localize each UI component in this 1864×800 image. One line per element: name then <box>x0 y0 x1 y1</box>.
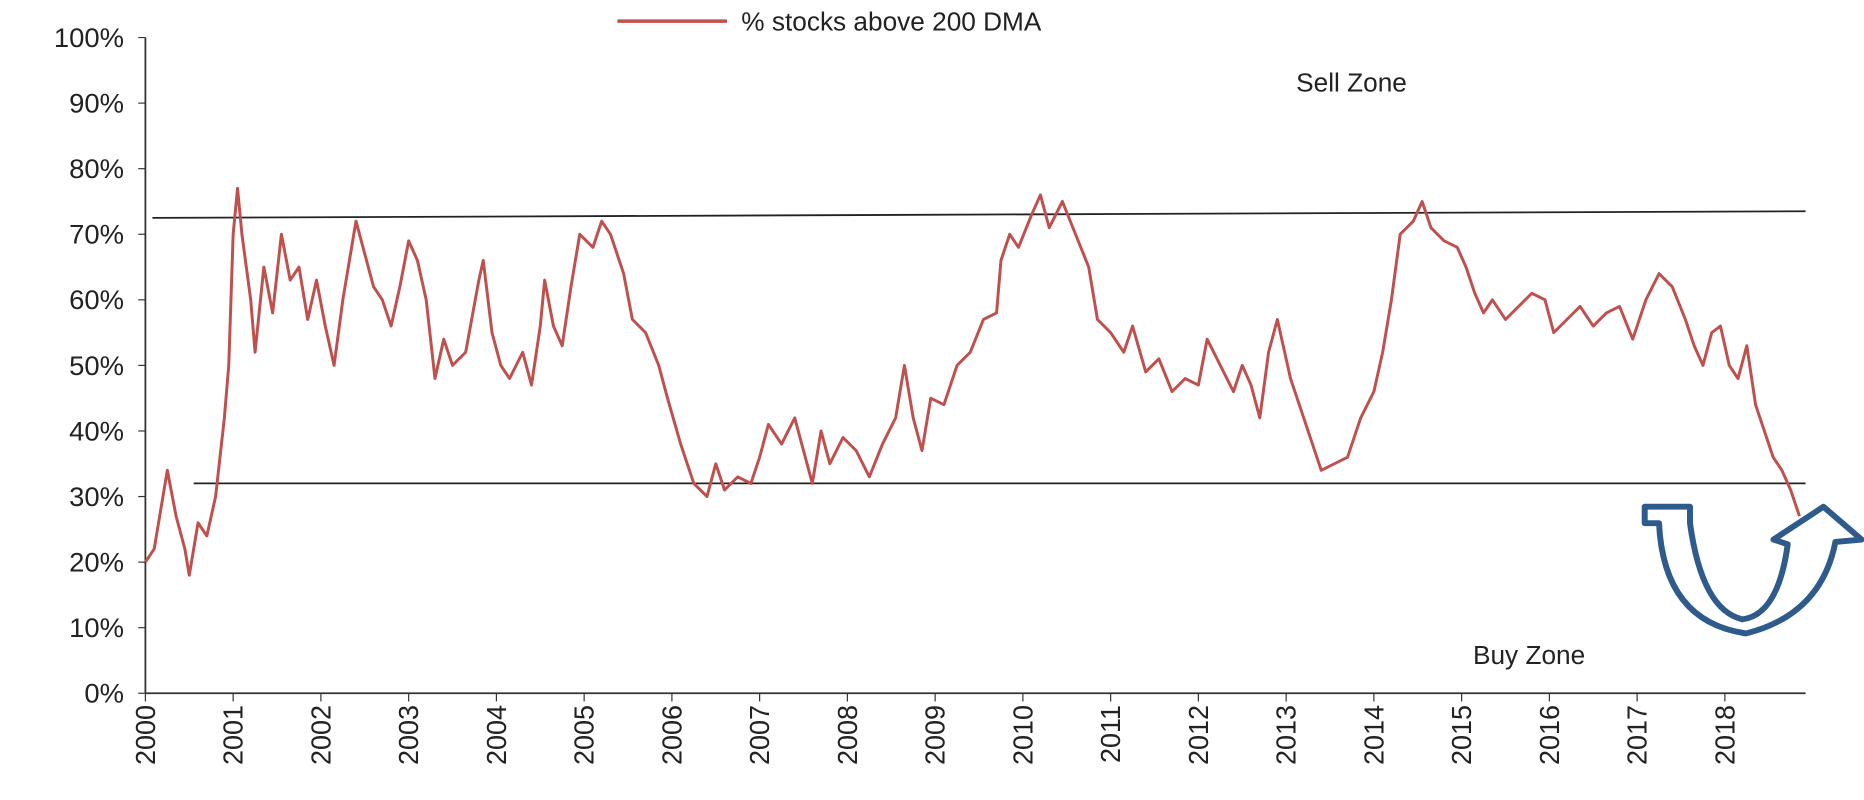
x-tick-label: 2008 <box>832 705 863 765</box>
y-tick-label: 100% <box>54 22 124 53</box>
x-tick-label: 2011 <box>1095 705 1126 763</box>
arrow-icon <box>1641 503 1864 637</box>
y-tick-label: 20% <box>69 547 124 578</box>
y-tick-label: 70% <box>69 219 124 250</box>
y-tick-label: 30% <box>69 481 124 512</box>
x-tick-label: 2012 <box>1183 705 1214 765</box>
x-tick-label: 2009 <box>919 705 950 765</box>
x-tick-label: 2005 <box>568 705 599 765</box>
x-tick-label: 2006 <box>656 705 687 765</box>
y-tick-label: 10% <box>69 612 124 643</box>
data-line <box>144 186 1801 577</box>
y-tick-label: 0% <box>84 678 124 709</box>
x-tick-label: 2013 <box>1270 705 1301 765</box>
x-tick-label: 2002 <box>305 705 336 765</box>
legend-label: % stocks above 200 DMA <box>741 7 1042 37</box>
y-tick-label: 80% <box>69 153 124 184</box>
reference-line <box>152 210 1806 219</box>
x-tick-label: 2007 <box>744 705 775 765</box>
x-tick-label: 2000 <box>130 705 161 765</box>
y-tick-label: 40% <box>69 416 124 447</box>
y-tick-label: 50% <box>69 350 124 381</box>
y-tick-label: 90% <box>69 88 124 119</box>
annotation: Buy Zone <box>1473 640 1585 670</box>
y-tick-label: 60% <box>69 284 124 315</box>
x-tick-label: 2015 <box>1446 705 1477 765</box>
x-tick-label: 2017 <box>1621 705 1652 765</box>
x-tick-label: 2010 <box>1007 705 1038 765</box>
x-tick-label: 2018 <box>1709 705 1740 765</box>
annotation: Sell Zone <box>1296 68 1407 98</box>
x-tick-label: 2003 <box>393 705 424 765</box>
x-tick-label: 2001 <box>217 705 248 765</box>
x-tick-label: 2014 <box>1358 705 1389 765</box>
x-tick-label: 2016 <box>1534 705 1565 765</box>
x-tick-label: 2004 <box>481 705 512 765</box>
